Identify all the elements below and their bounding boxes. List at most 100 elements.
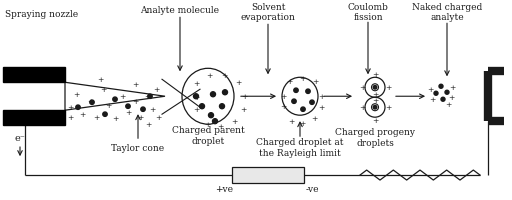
Circle shape bbox=[194, 94, 199, 99]
Text: +: + bbox=[132, 81, 138, 89]
Text: +: + bbox=[231, 118, 237, 126]
Circle shape bbox=[292, 100, 296, 104]
Text: +: + bbox=[372, 91, 378, 99]
Circle shape bbox=[441, 98, 445, 102]
Text: +: + bbox=[119, 93, 125, 101]
Circle shape bbox=[208, 113, 214, 118]
Text: +: + bbox=[427, 86, 433, 94]
Text: +: + bbox=[221, 72, 227, 80]
Text: +: + bbox=[241, 93, 247, 101]
Text: Charged droplet at
the Rayleigh limit: Charged droplet at the Rayleigh limit bbox=[256, 138, 344, 157]
Text: +: + bbox=[145, 121, 151, 129]
Text: +: + bbox=[93, 114, 99, 122]
Text: Solvent
evaporation: Solvent evaporation bbox=[241, 3, 295, 22]
Text: +: + bbox=[449, 84, 455, 92]
Text: −: − bbox=[8, 71, 14, 79]
Text: +: + bbox=[144, 93, 150, 101]
Circle shape bbox=[373, 106, 377, 109]
Text: e⁻: e⁻ bbox=[14, 133, 26, 142]
Text: +: + bbox=[217, 123, 223, 131]
Text: +: + bbox=[67, 104, 73, 112]
Text: +: + bbox=[312, 78, 318, 86]
Circle shape bbox=[220, 104, 224, 109]
Text: Charged progeny
droplets: Charged progeny droplets bbox=[335, 128, 415, 147]
Text: +: + bbox=[359, 104, 365, 112]
Text: +: + bbox=[311, 115, 317, 123]
Text: +: + bbox=[372, 97, 378, 105]
Text: -ve: -ve bbox=[305, 184, 319, 193]
Text: +: + bbox=[385, 104, 391, 112]
Circle shape bbox=[90, 101, 94, 105]
Text: +: + bbox=[73, 91, 79, 99]
Text: +: + bbox=[445, 101, 451, 109]
Text: +: + bbox=[318, 93, 324, 101]
Bar bbox=[232, 167, 304, 183]
Text: Naked charged
analyte: Naked charged analyte bbox=[412, 3, 482, 22]
Circle shape bbox=[113, 98, 117, 102]
Text: Power supply: Power supply bbox=[237, 171, 298, 180]
Circle shape bbox=[126, 104, 130, 109]
Circle shape bbox=[373, 86, 377, 90]
Text: Coulomb
fission: Coulomb fission bbox=[348, 3, 389, 22]
Circle shape bbox=[200, 104, 204, 109]
Text: +: + bbox=[280, 93, 286, 101]
Circle shape bbox=[148, 95, 152, 99]
Text: +: + bbox=[193, 106, 199, 114]
Text: +: + bbox=[299, 75, 305, 83]
Circle shape bbox=[434, 92, 438, 96]
Circle shape bbox=[76, 105, 80, 110]
Text: +: + bbox=[359, 84, 365, 92]
Text: +: + bbox=[8, 114, 14, 122]
Text: +: + bbox=[153, 86, 159, 94]
Text: +: + bbox=[193, 94, 199, 102]
Circle shape bbox=[306, 90, 310, 94]
Circle shape bbox=[310, 101, 314, 105]
Text: +: + bbox=[67, 114, 73, 122]
Text: +: + bbox=[240, 106, 246, 114]
Text: Charged parent
droplet: Charged parent droplet bbox=[172, 126, 244, 145]
Circle shape bbox=[301, 107, 305, 112]
Text: +: + bbox=[429, 96, 435, 104]
Text: +: + bbox=[288, 118, 294, 126]
Text: +: + bbox=[132, 98, 138, 106]
Text: +: + bbox=[385, 84, 391, 92]
Text: Analyte molecule: Analyte molecule bbox=[140, 6, 220, 15]
Circle shape bbox=[445, 91, 449, 95]
Circle shape bbox=[439, 85, 443, 89]
Text: −: − bbox=[24, 71, 29, 79]
Circle shape bbox=[223, 90, 227, 95]
Circle shape bbox=[212, 119, 218, 124]
Text: −: − bbox=[39, 71, 45, 79]
Text: −: − bbox=[54, 71, 60, 79]
Text: +: + bbox=[204, 121, 210, 129]
Text: +: + bbox=[193, 80, 199, 88]
Text: +: + bbox=[100, 86, 106, 94]
Text: +: + bbox=[372, 117, 378, 125]
Text: +: + bbox=[79, 111, 85, 119]
Text: +: + bbox=[235, 79, 241, 87]
Text: +ve: +ve bbox=[215, 184, 233, 193]
Text: +: + bbox=[87, 98, 93, 106]
Bar bbox=[3, 111, 65, 126]
Text: +: + bbox=[112, 115, 118, 123]
Text: +: + bbox=[372, 71, 378, 79]
Text: +: + bbox=[318, 104, 324, 112]
Text: +: + bbox=[125, 109, 131, 117]
Text: +: + bbox=[206, 72, 212, 80]
Text: Taylor cone: Taylor cone bbox=[112, 143, 164, 152]
Circle shape bbox=[210, 92, 216, 97]
Circle shape bbox=[141, 107, 145, 112]
Bar bbox=[3, 68, 65, 83]
Text: +: + bbox=[31, 114, 37, 122]
Text: +: + bbox=[280, 103, 286, 111]
Circle shape bbox=[103, 112, 107, 117]
Text: +: + bbox=[137, 114, 143, 122]
Text: +: + bbox=[448, 94, 454, 102]
Text: +: + bbox=[299, 120, 305, 128]
Text: +: + bbox=[105, 102, 111, 110]
Text: +: + bbox=[149, 106, 155, 114]
Text: +: + bbox=[155, 114, 161, 122]
Text: +: + bbox=[97, 76, 103, 84]
Text: Spraying nozzle: Spraying nozzle bbox=[5, 10, 78, 19]
Text: +: + bbox=[54, 114, 60, 122]
